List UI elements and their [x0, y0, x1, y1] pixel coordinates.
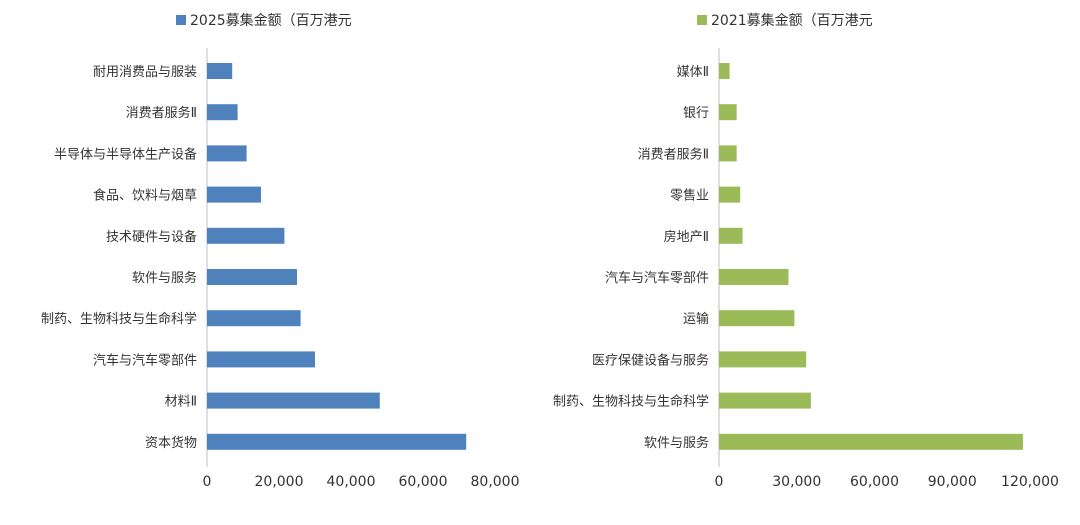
legend-label: 2021募集金额（百万港元	[711, 12, 873, 29]
x-tick-label: 60,000	[850, 474, 899, 490]
category-label: 汽车与汽车零部件	[605, 270, 709, 286]
category-label: 房地产Ⅱ	[664, 229, 709, 245]
bar	[719, 269, 789, 285]
bar	[719, 104, 737, 121]
bar	[719, 227, 743, 244]
category-label: 消费者服务Ⅱ	[126, 105, 197, 121]
bar	[207, 269, 297, 285]
x-tick-label: 120,000	[1001, 474, 1059, 490]
category-label: 银行	[683, 106, 709, 121]
bar	[207, 310, 301, 327]
bar	[207, 186, 261, 203]
x-tick-label: 80,000	[471, 474, 520, 490]
category-label: 消费者服务Ⅱ	[638, 146, 709, 162]
category-label: 半导体与半导体生产设备	[54, 146, 197, 162]
legend-swatch	[176, 15, 186, 25]
bar	[207, 433, 467, 450]
x-tick-label: 0	[203, 474, 212, 490]
category-label: 制药、生物科技与生命科学	[41, 311, 197, 327]
x-tick-label: 60,000	[399, 474, 448, 490]
category-label: 食品、饮料与烟草	[93, 188, 197, 204]
x-tick-label: 90,000	[928, 474, 977, 490]
bar	[719, 310, 795, 327]
x-tick-label: 20,000	[255, 474, 304, 490]
category-label: 医疗保健设备与服务	[592, 352, 709, 368]
bar	[207, 63, 233, 79]
bar	[719, 392, 811, 409]
category-label: 耐用消费品与服装	[93, 65, 197, 80]
bar	[207, 392, 380, 409]
bar	[719, 145, 737, 162]
category-label: 制药、生物科技与生命科学	[553, 394, 709, 410]
bar	[719, 63, 730, 79]
category-label: 媒体Ⅱ	[677, 65, 709, 80]
bar	[207, 351, 315, 368]
legend-swatch	[697, 15, 707, 25]
bar	[719, 186, 741, 203]
category-label: 资本货物	[145, 435, 197, 451]
category-label: 材料Ⅱ	[165, 395, 197, 410]
bar	[719, 433, 1023, 450]
category-label: 软件与服务	[132, 270, 197, 286]
x-tick-label: 0	[715, 474, 724, 490]
category-label: 软件与服务	[644, 435, 709, 451]
category-label: 零售业	[670, 188, 709, 204]
x-tick-label: 40,000	[327, 474, 376, 490]
x-tick-label: 30,000	[772, 474, 821, 490]
bar	[719, 351, 807, 368]
bar	[207, 104, 238, 121]
legend-label: 2025募集金额（百万港元	[190, 12, 352, 29]
bar	[207, 227, 285, 244]
bar	[207, 145, 247, 162]
category-label: 运输	[683, 311, 709, 327]
category-label: 汽车与汽车零部件	[93, 352, 197, 368]
category-label: 技术硬件与设备	[106, 229, 197, 245]
